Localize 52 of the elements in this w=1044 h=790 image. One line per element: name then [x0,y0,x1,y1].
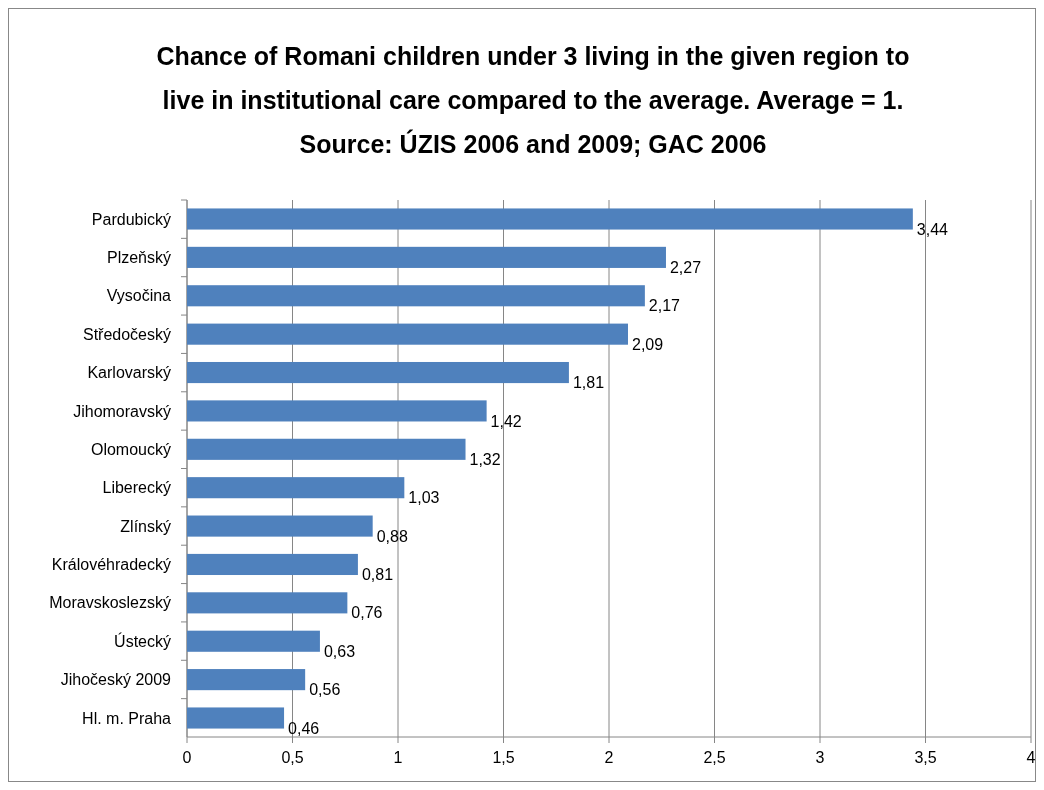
x-tick-label: 4 [1026,749,1036,766]
y-tick-label: Plzeňský [106,248,171,266]
x-tick-label: 2,5 [703,749,726,766]
data-label: 0,63 [323,642,356,660]
y-tick-label: Hl. m. Praha [82,709,172,727]
x-tick-label: 3 [815,749,825,766]
data-label: 0,76 [351,604,383,622]
bar [187,669,306,691]
bar [187,323,628,345]
data-label: 0,46 [288,719,320,737]
y-tick-label: Ústecký [114,631,171,650]
bar [187,515,373,537]
x-tick-label: 3,5 [914,749,937,766]
y-tick-label: Pardubický [91,210,171,228]
x-tick-label: 0 [182,749,192,766]
data-label: 2,27 [669,258,702,276]
bar [187,246,666,268]
data-label: 2,09 [631,335,664,353]
bar [187,630,320,652]
bar [187,208,913,230]
y-tick-label: Královéhradecký [51,556,171,574]
y-tick-label: Moravskoslezský [49,594,171,612]
y-tick-label: Středočeský [82,325,171,343]
data-label: 3,44 [916,220,949,238]
y-tick-label: Vysočina [106,287,172,305]
y-tick-label: Jihomoravský [73,402,171,420]
bar [187,285,645,307]
bar [187,477,405,499]
data-label: 1,32 [469,450,501,468]
data-label: 1,81 [572,374,605,392]
y-tick-label: Zlínský [120,517,171,535]
data-label: 1,42 [490,412,522,430]
chart-title: Chance of Romani children under 3 living in the given region to live in institutional care compared to the average. Average = 1. Source: ÚZIS 2006 and 2009; GAC 2006 [156,42,910,158]
bar [187,438,466,460]
data-label: 0,88 [376,527,408,545]
bar [187,707,285,729]
y-tick-label: Jihočeský 2009 [60,671,172,689]
data-label: 2,17 [648,297,681,315]
x-tick-label: 1 [393,749,403,766]
y-tick-label: Olomoucký [90,440,171,458]
y-tick-label: Karlovarský [87,364,171,382]
x-tick-label: 2 [604,749,614,766]
bar [187,400,487,422]
data-label: 0,56 [309,681,341,699]
x-tick-label: 0,5 [281,749,304,766]
x-tick-label: 1,5 [492,749,515,766]
y-tick-label: Liberecký [102,479,171,497]
bar [187,553,358,576]
data-label: 1,03 [408,489,440,507]
data-label: 0,81 [361,566,394,584]
bar [187,592,348,614]
bar [187,361,569,384]
